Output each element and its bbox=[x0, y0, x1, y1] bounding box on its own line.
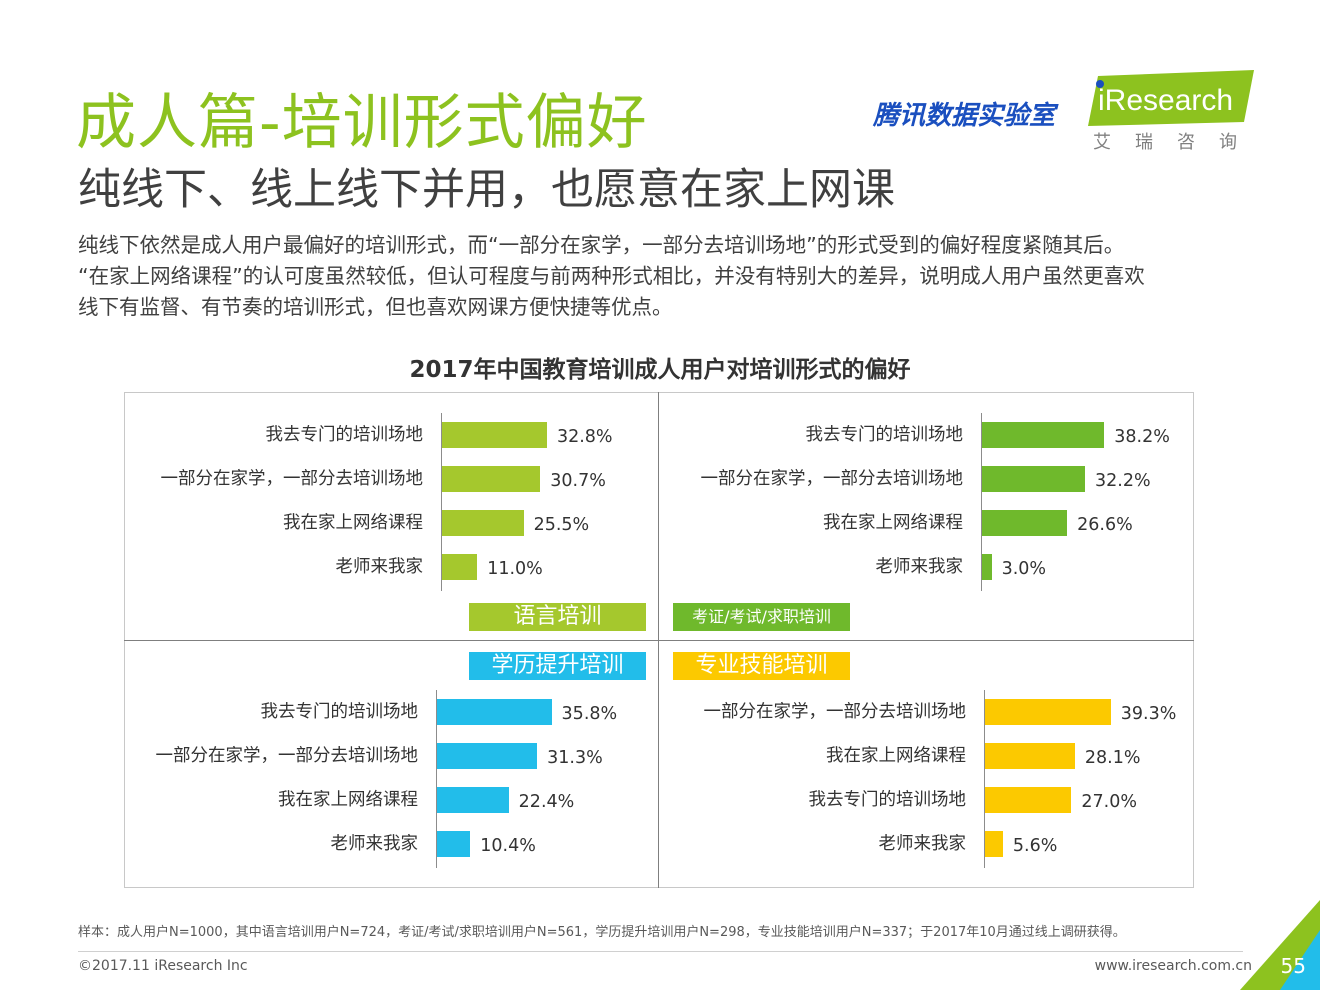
panel-title-tag: 语言培训 bbox=[469, 603, 646, 631]
bar bbox=[985, 743, 1075, 769]
iresearch-chinese-name: 艾瑞咨询 bbox=[1093, 132, 1261, 153]
category-label: 老师来我家 bbox=[878, 834, 967, 854]
page-number: 55 bbox=[1280, 954, 1306, 978]
category-label: 我去专门的培训场地 bbox=[260, 702, 419, 722]
chart-title: 2017年中国教育培训成人用户对培训形式的偏好 bbox=[409, 357, 911, 383]
bar bbox=[442, 510, 524, 536]
panel-title-tag: 考证/考试/求职培训 bbox=[673, 603, 850, 631]
iresearch-logo: iResearch bbox=[1088, 70, 1254, 126]
bar bbox=[437, 699, 552, 725]
value-label: 3.0% bbox=[1001, 559, 1047, 579]
value-label: 26.6% bbox=[1077, 515, 1133, 535]
bar bbox=[437, 831, 471, 857]
value-label: 31.3% bbox=[547, 748, 603, 768]
iresearch-logo-text: iResearch bbox=[1098, 84, 1233, 117]
summary-line-3: 线下有监督、有节奏的培训形式，但也喜欢网课方便快捷等优点。 bbox=[78, 295, 673, 319]
category-label: 老师来我家 bbox=[335, 557, 424, 577]
category-label: 一部分在家学，一部分去培训场地 bbox=[703, 702, 967, 722]
category-label: 我在家上网络课程 bbox=[826, 746, 966, 766]
category-label: 我去专门的培训场地 bbox=[808, 790, 967, 810]
summary-line-1: 纯线下依然是成人用户最偏好的培训形式，而“一部分在家学，一部分去培训场地”的形式… bbox=[78, 233, 1125, 257]
category-label: 一部分在家学，一部分去培训场地 bbox=[700, 469, 964, 489]
panel-axis bbox=[981, 413, 982, 591]
corner-decoration bbox=[1240, 900, 1320, 990]
value-label: 22.4% bbox=[518, 792, 575, 812]
bar bbox=[982, 422, 1105, 448]
value-label: 38.2% bbox=[1114, 427, 1170, 447]
value-label: 25.5% bbox=[533, 515, 590, 535]
tencent-data-lab-logo: 腾讯数据实验室 bbox=[873, 101, 1056, 131]
sample-footnote: 样本：成人用户N=1000，其中语言培训用户N=724，考证/考试/求职培训用户… bbox=[78, 925, 1126, 940]
bar bbox=[442, 466, 541, 492]
category-label: 我在家上网络课程 bbox=[823, 513, 963, 533]
category-label: 老师来我家 bbox=[330, 834, 419, 854]
value-label: 27.0% bbox=[1081, 792, 1137, 812]
bar bbox=[985, 787, 1072, 813]
bar bbox=[982, 466, 1086, 492]
category-label: 我去专门的培训场地 bbox=[265, 425, 424, 445]
bar bbox=[437, 743, 538, 769]
category-label: 一部分在家学，一部分去培训场地 bbox=[155, 746, 419, 766]
panel-axis bbox=[441, 413, 442, 591]
panel-axis bbox=[436, 690, 437, 868]
bar bbox=[985, 699, 1111, 725]
summary-line-2: “在家上网络课程”的认可度虽然较低，但认可程度与前两种形式相比，并没有特别大的差… bbox=[78, 264, 1145, 288]
category-label: 我在家上网络课程 bbox=[283, 513, 423, 533]
chart-horizontal-divider bbox=[124, 640, 1194, 641]
value-label: 11.0% bbox=[487, 559, 543, 579]
category-label: 一部分在家学，一部分去培训场地 bbox=[160, 469, 424, 489]
value-label: 28.1% bbox=[1084, 748, 1141, 768]
page-title: 成人篇-培训形式偏好 bbox=[76, 88, 648, 158]
value-label: 32.8% bbox=[556, 427, 613, 447]
panel-axis bbox=[984, 690, 985, 868]
value-label: 30.7% bbox=[550, 471, 606, 491]
bar bbox=[985, 831, 1003, 857]
value-label: 32.2% bbox=[1095, 471, 1151, 491]
page-subtitle: 纯线下、线上线下并用，也愿意在家上网课 bbox=[78, 165, 895, 215]
bar bbox=[982, 554, 992, 580]
bar bbox=[982, 510, 1068, 536]
website-url: www.iresearch.com.cn bbox=[1094, 958, 1252, 974]
value-label: 10.4% bbox=[480, 836, 536, 856]
category-label: 我去专门的培训场地 bbox=[805, 425, 964, 445]
footer-divider bbox=[78, 951, 1243, 952]
bar bbox=[442, 422, 547, 448]
copyright: ©2017.11 iResearch Inc bbox=[78, 958, 248, 974]
value-label: 35.8% bbox=[561, 704, 618, 724]
bar bbox=[437, 787, 509, 813]
value-label: 5.6% bbox=[1012, 836, 1058, 856]
value-label: 39.3% bbox=[1120, 704, 1177, 724]
bar bbox=[442, 554, 478, 580]
panel-title-tag: 学历提升培训 bbox=[469, 652, 646, 680]
category-label: 我在家上网络课程 bbox=[278, 790, 418, 810]
category-label: 老师来我家 bbox=[875, 557, 964, 577]
panel-title-tag: 专业技能培训 bbox=[673, 652, 850, 680]
summary-paragraph: 纯线下依然是成人用户最偏好的培训形式，而“一部分在家学，一部分去培训场地”的形式… bbox=[78, 230, 1268, 323]
